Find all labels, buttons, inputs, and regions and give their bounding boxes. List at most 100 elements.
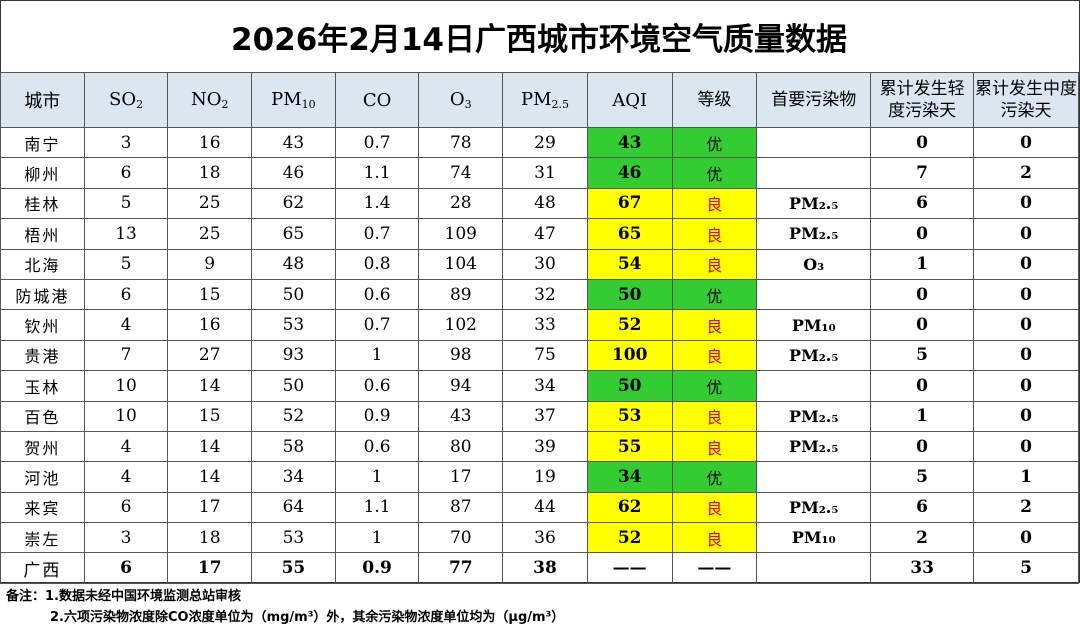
city-cell: 百色 [0, 400, 85, 432]
pm25-cell: 33 [502, 309, 588, 341]
no2-cell: 25 [167, 187, 253, 220]
so2-cell: 10 [83, 400, 169, 432]
table-row: 北海 5 9 48 0.8 104 30 54 良 O₃ 1 0 [0, 248, 1079, 280]
table-row: 南宁 3 16 43 0.7 78 29 43 优 0 0 [0, 126, 1079, 159]
table-row: 防城港 6 15 50 0.6 89 32 50 优 0 0 [0, 278, 1079, 311]
header-so2: SO2 [83, 72, 169, 128]
light-days-cell: 1 [870, 400, 975, 432]
city-cell: 贺州 [0, 430, 85, 463]
so2-cell: 7 [83, 339, 169, 372]
light-days-cell: 6 [870, 187, 975, 220]
co-cell: 1.1 [334, 157, 420, 189]
table-row: 来宾 6 17 64 1.1 87 44 62 良 PM₂.₅ 6 2 [0, 491, 1079, 524]
header-aqi: AQI [586, 72, 673, 128]
pm10-cell: 48 [251, 248, 336, 280]
pm25-cell: 29 [502, 126, 588, 159]
co-cell: 0.6 [334, 370, 420, 402]
so2-cell: 6 [83, 157, 169, 189]
pm25-cell: 75 [502, 339, 588, 372]
header-o3: O3 [418, 72, 504, 128]
so2-cell: 4 [83, 309, 169, 341]
aqi-cell: 34 [586, 461, 673, 493]
header-moderate-pollution-days: 累计发生中度污染天 [973, 72, 1079, 128]
aqi-cell: 50 [586, 370, 673, 402]
primary-pollutant-cell: PM₂.₅ [756, 430, 872, 463]
co-cell: 1.4 [334, 187, 420, 220]
o3-cell: 109 [418, 218, 504, 250]
table-row: 河池 4 14 34 1 17 19 34 优 5 1 [0, 461, 1079, 493]
moderate-days-cell: 0 [973, 126, 1079, 159]
total-o3-cell: 77 [418, 552, 504, 584]
aqi-cell: 52 [586, 309, 673, 341]
no2-cell: 14 [167, 461, 253, 493]
total-pm25-cell: 38 [502, 552, 588, 584]
pm25-cell: 47 [502, 218, 588, 250]
table-row: 贺州 4 14 58 0.6 80 39 55 良 PM₂.₅ 0 0 [0, 430, 1079, 463]
moderate-days-cell: 0 [973, 400, 1079, 432]
no2-cell: 18 [167, 157, 253, 189]
city-cell: 柳州 [0, 157, 85, 189]
moderate-days-cell: 0 [973, 522, 1079, 554]
pm10-cell: 93 [251, 339, 336, 372]
city-cell: 北海 [0, 248, 85, 280]
grade-cell: 优 [671, 278, 758, 311]
light-days-cell: 0 [870, 278, 975, 311]
grade-cell: 优 [671, 157, 758, 189]
no2-cell: 17 [167, 491, 253, 524]
so2-cell: 5 [83, 187, 169, 220]
primary-pollutant-cell: PM₂.₅ [756, 491, 872, 524]
o3-cell: 78 [418, 126, 504, 159]
so2-cell: 10 [83, 370, 169, 402]
header-pm10: PM10 [251, 72, 336, 128]
pm25-cell: 32 [502, 278, 588, 311]
primary-pollutant-cell [756, 461, 872, 493]
pm10-cell: 53 [251, 522, 336, 554]
total-no2-cell: 17 [167, 552, 253, 584]
so2-cell: 6 [83, 491, 169, 524]
moderate-days-cell: 0 [973, 187, 1079, 220]
pm10-cell: 65 [251, 218, 336, 250]
grade-cell: 良 [671, 187, 758, 220]
light-days-cell: 0 [870, 309, 975, 341]
light-days-cell: 1 [870, 248, 975, 280]
light-days-cell: 5 [870, 461, 975, 493]
aqi-cell: 43 [586, 126, 673, 159]
table-row: 贵港 7 27 93 1 98 75 100 良 PM₂.₅ 5 0 [0, 339, 1079, 372]
so2-cell: 3 [83, 126, 169, 159]
pm10-cell: 58 [251, 430, 336, 463]
grade-cell: 良 [671, 309, 758, 341]
o3-cell: 28 [418, 187, 504, 220]
city-cell: 梧州 [0, 218, 85, 250]
light-days-cell: 0 [870, 430, 975, 463]
co-cell: 1 [334, 339, 420, 372]
no2-cell: 14 [167, 370, 253, 402]
table-row: 崇左 3 18 53 1 70 36 52 良 PM₁₀ 2 0 [0, 522, 1079, 554]
total-moderate-days-cell: 5 [973, 552, 1079, 584]
air-quality-table: 城市 SO2 NO2 PM10 CO O3 PM2.5 AQI 等级 首要污染物… [0, 72, 1079, 584]
aqi-cell: 54 [586, 248, 673, 280]
primary-pollutant-cell: PM₂.₅ [756, 339, 872, 372]
co-cell: 0.6 [334, 430, 420, 463]
pm25-cell: 19 [502, 461, 588, 493]
aqi-cell: 46 [586, 157, 673, 189]
co-cell: 1 [334, 522, 420, 554]
city-cell: 玉林 [0, 370, 85, 402]
moderate-days-cell: 0 [973, 370, 1079, 402]
primary-pollutant-cell: PM₂.₅ [756, 218, 872, 250]
primary-pollutant-cell [756, 370, 872, 402]
o3-cell: 98 [418, 339, 504, 372]
grade-cell: 良 [671, 491, 758, 524]
co-cell: 0.7 [334, 309, 420, 341]
pm25-cell: 30 [502, 248, 588, 280]
pm25-cell: 37 [502, 400, 588, 432]
no2-cell: 14 [167, 430, 253, 463]
pm10-cell: 46 [251, 157, 336, 189]
pm25-cell: 34 [502, 370, 588, 402]
moderate-days-cell: 0 [973, 248, 1079, 280]
pm25-cell: 48 [502, 187, 588, 220]
city-cell: 桂林 [0, 187, 85, 220]
pm10-cell: 34 [251, 461, 336, 493]
so2-cell: 6 [83, 278, 169, 311]
primary-pollutant-cell [756, 126, 872, 159]
no2-cell: 16 [167, 309, 253, 341]
